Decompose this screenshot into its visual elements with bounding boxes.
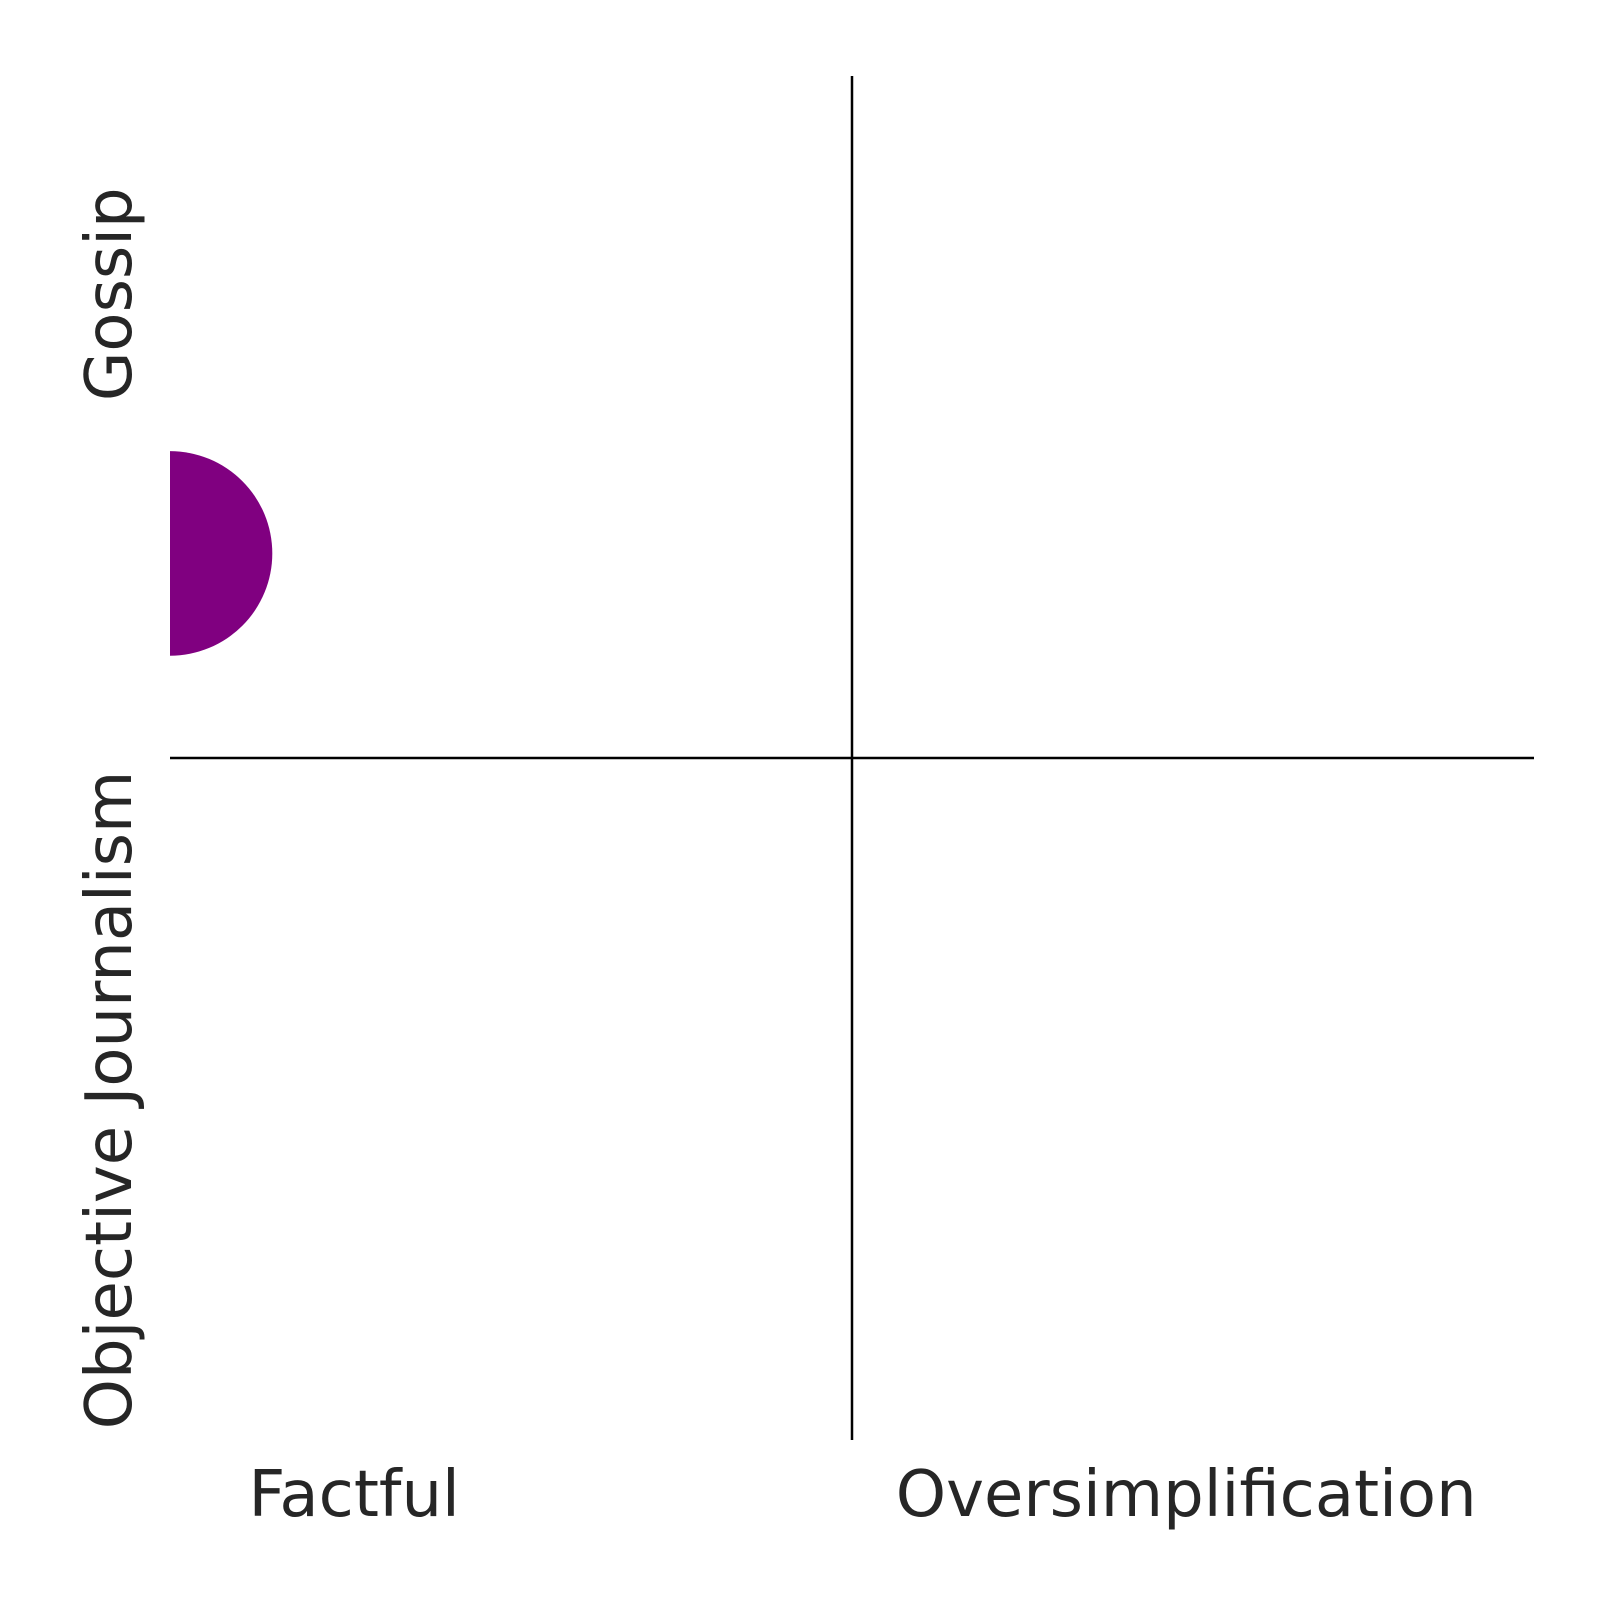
points-layer: [170, 451, 273, 656]
data-point: [170, 451, 273, 656]
x-label-factful: Factful: [248, 1458, 459, 1532]
y-label-gossip: Gossip: [73, 187, 147, 401]
x-label-oversimplification: Oversimplification: [896, 1458, 1477, 1532]
y-label-objective-journalism: Objective Journalism: [73, 771, 147, 1430]
